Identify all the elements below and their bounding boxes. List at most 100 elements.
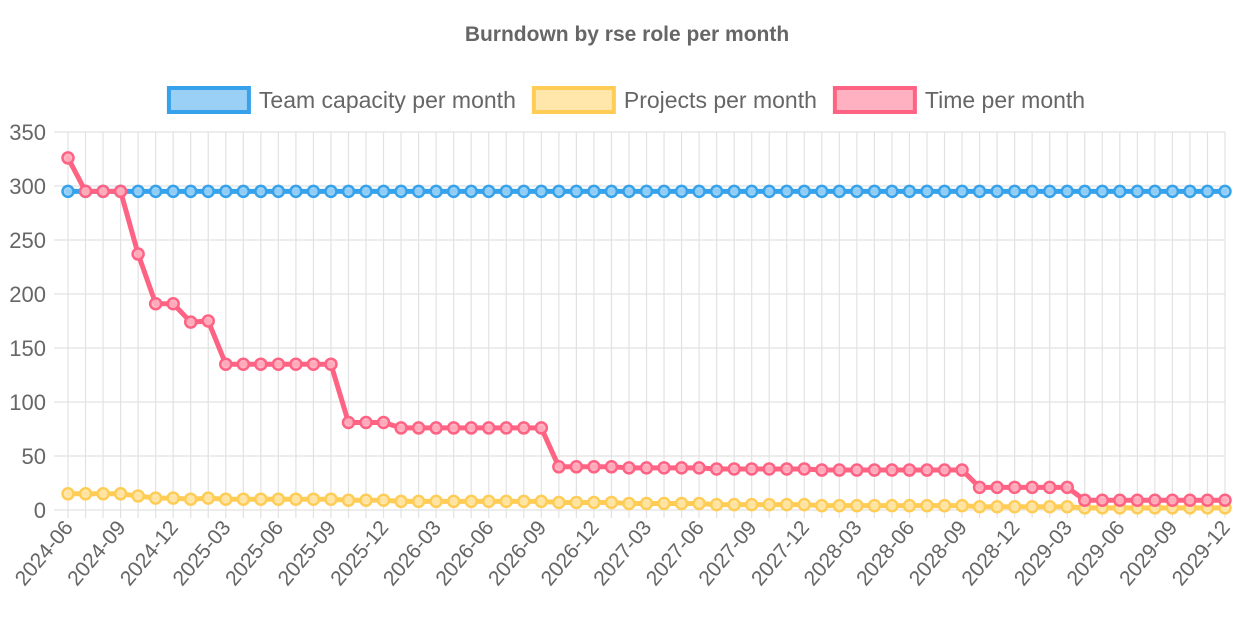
data-point [815,498,829,513]
data-point [955,184,969,199]
y-tick-label: 100 [9,390,46,415]
data-point [1200,184,1215,199]
legend-item: Team capacity per month [166,86,516,114]
data-point [639,496,654,511]
legend-label: Projects per month [624,87,817,113]
data-point [411,494,426,509]
data-point [1113,184,1127,199]
data-point [219,357,233,371]
data-point [1025,184,1039,199]
data-point [166,491,180,505]
data-point [534,184,549,199]
data-point [1060,480,1074,495]
data-point [1130,184,1145,199]
y-tick-label: 200 [9,282,46,307]
data-point [517,184,531,199]
data-point [464,421,478,435]
data-point [937,184,952,199]
data-point [96,487,110,501]
data-point [429,184,443,199]
y-tick-label: 250 [9,228,46,253]
data-point [1060,184,1074,199]
data-point [481,494,496,509]
data-point [78,487,93,501]
data-point [1095,184,1110,199]
data-point [148,184,163,199]
data-point [359,493,373,508]
data-point [692,496,706,511]
data-point [709,184,724,199]
data-point [341,415,356,430]
data-point [867,184,882,199]
data-point [832,463,847,477]
data-point [657,461,671,475]
data-point [1060,500,1074,514]
legend-label: Time per month [925,87,1085,113]
data-point [604,184,619,199]
data-point [902,184,917,199]
data-point [744,184,759,199]
data-point [148,296,163,311]
data-point [727,462,741,476]
data-point [306,357,321,371]
data-point [1113,493,1127,508]
data-point [1183,493,1197,508]
legend-swatch [166,86,251,114]
data-point [148,491,163,505]
data-point [569,184,584,199]
data-point [779,462,794,476]
data-point [727,184,741,199]
data-point [446,184,461,199]
data-point [61,151,75,165]
data-point [96,184,110,199]
data-point [1148,184,1162,199]
data-point [534,421,549,435]
data-point [832,184,847,199]
data-point [289,184,303,199]
data-point [587,495,601,510]
data-point [481,421,496,435]
data-point [394,494,408,509]
data-point [832,498,847,513]
data-point [131,489,145,503]
data-point [797,497,812,512]
data-point [534,494,549,509]
data-point [254,492,268,506]
data-point [219,492,233,506]
legend-swatch [832,86,917,114]
data-point [762,497,776,512]
data-point [727,497,741,512]
data-point [709,462,724,476]
y-tick-label: 0 [34,498,46,523]
data-point [885,184,899,199]
data-point [481,184,496,199]
data-point [867,498,882,513]
data-point [131,247,145,261]
data-point [779,497,794,512]
data-point [762,184,776,199]
data-point [1078,493,1092,508]
data-point [394,421,408,435]
data-point [1042,500,1057,514]
data-point [499,421,514,435]
data-point [972,480,987,495]
chart-title: Burndown by rse role per month [465,23,789,46]
data-point [639,184,654,199]
data-point [674,461,689,475]
data-point [552,184,566,199]
data-point [1165,493,1180,508]
data-point [359,184,373,199]
data-point [236,184,251,199]
data-point [885,463,899,477]
data-point [201,491,215,505]
data-point [1025,480,1039,495]
data-point [1218,184,1232,199]
data-point [289,357,303,371]
data-point [324,357,338,371]
data-point [674,184,689,199]
data-point [639,461,654,475]
data-point [955,463,969,477]
data-point [937,463,952,477]
data-point [850,463,864,477]
